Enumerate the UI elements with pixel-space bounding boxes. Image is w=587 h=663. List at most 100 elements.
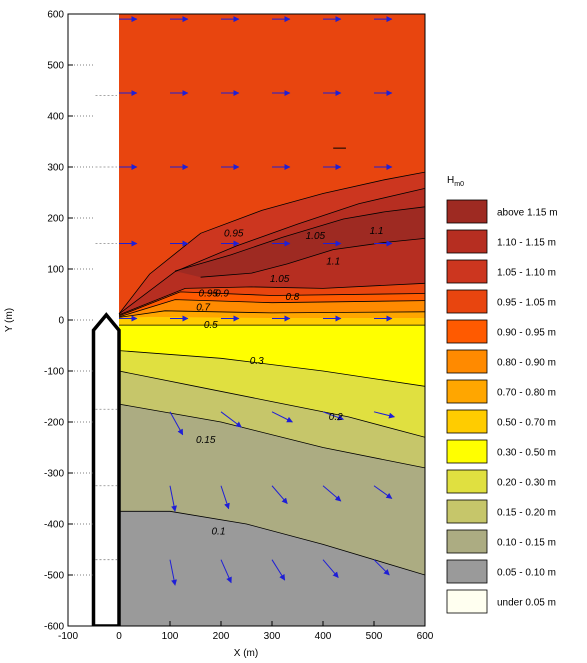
contour-line-7 bbox=[174, 206, 425, 272]
vector-44 bbox=[373, 559, 390, 576]
legend-swatch-1 bbox=[446, 229, 488, 254]
y-tick-label-0: 600 bbox=[47, 10, 64, 21]
legend-swatch-10 bbox=[446, 499, 488, 524]
y-axis-label: Y (m) bbox=[4, 308, 15, 332]
x-tick-label-4: 300 bbox=[264, 631, 281, 642]
vector-43 bbox=[322, 559, 339, 579]
contour-label-0: 0.95 bbox=[224, 228, 244, 239]
contour-line-9 bbox=[118, 282, 425, 316]
legend-label-2: 1.05 - 1.10 m bbox=[497, 268, 556, 279]
contour-label-13: 0.1 bbox=[211, 527, 225, 538]
contour-line-5 bbox=[118, 171, 425, 315]
breakwater-structure bbox=[91, 312, 121, 626]
contour-labels: 0.95 1.05 1.11.11.050.950.9 0.80.70.50.30.2… bbox=[196, 226, 384, 538]
contour-label-4: 1.05 bbox=[270, 274, 290, 285]
legend-swatch-4 bbox=[446, 319, 488, 344]
legend-label-7: 0.50 - 0.70 m bbox=[497, 418, 556, 429]
x-tick-label-2: 100 bbox=[162, 631, 179, 642]
contour-label-2: 1.1 bbox=[370, 226, 384, 237]
y-tick-label-1: 500 bbox=[47, 61, 64, 72]
contour-band-3 bbox=[175, 206, 425, 278]
vector-40 bbox=[169, 559, 177, 586]
legend-label-5: 0.80 - 0.90 m bbox=[497, 358, 556, 369]
legend-label-1: 1.10 - 1.15 m bbox=[497, 238, 556, 249]
vector-31 bbox=[220, 411, 242, 428]
x-tick-label-3: 200 bbox=[213, 631, 230, 642]
legend-label-6: 0.70 - 0.80 m bbox=[497, 388, 556, 399]
x-axis: -100 0 100 200 300 400 500 600 bbox=[58, 621, 434, 642]
contour-line-6 bbox=[118, 188, 425, 315]
legend-swatch-3 bbox=[446, 289, 488, 314]
legend-label-11: 0.10 - 0.15 m bbox=[497, 538, 556, 549]
y-axis: 600 500 400 300 200 100 0 -100 -200 -300 -400 -500 -… bbox=[44, 10, 94, 633]
legend-label-4: 0.90 - 0.95 m bbox=[497, 328, 556, 339]
legend-swatch-8 bbox=[446, 439, 488, 464]
legend-title: Hm0 bbox=[447, 175, 464, 188]
vector-42 bbox=[271, 559, 286, 581]
y-tick-label-9: -300 bbox=[44, 469, 64, 480]
x-tick-label-1: 0 bbox=[116, 631, 122, 642]
contour-line-4 bbox=[119, 510, 425, 576]
y-tick-label-8: -200 bbox=[44, 418, 64, 429]
legend-swatch-7 bbox=[446, 409, 488, 434]
contour-label-7: 0.8 bbox=[285, 292, 299, 303]
legend-label-0: above 1.15 m bbox=[497, 208, 558, 219]
y-tick-label-6: 0 bbox=[58, 316, 64, 327]
legend-swatch-13 bbox=[446, 589, 488, 614]
legend-swatch-5 bbox=[446, 349, 488, 374]
contour-label-9: 0.5 bbox=[204, 320, 218, 331]
vector-41 bbox=[220, 559, 232, 584]
legend: Hm0 above 1.15 m 1.10 - 1.15 m 1.05 - 1.10… bbox=[446, 175, 558, 614]
contour-line-2 bbox=[118, 370, 425, 438]
contour-label-10: 0.3 bbox=[250, 356, 264, 367]
vector-37 bbox=[271, 485, 288, 505]
x-tick-label-6: 500 bbox=[366, 631, 383, 642]
legend-label-8: 0.30 - 0.50 m bbox=[497, 448, 556, 459]
y-tick-label-2: 400 bbox=[47, 112, 64, 123]
x-tick-label-7: 600 bbox=[417, 631, 434, 642]
x-tick-label-5: 400 bbox=[315, 631, 332, 642]
legend-label-10: 0.15 - 0.20 m bbox=[497, 508, 556, 519]
legend-swatch-9 bbox=[446, 469, 488, 494]
vector-32 bbox=[271, 411, 293, 423]
y-tick-label-7: -100 bbox=[44, 367, 64, 378]
contour-line-1 bbox=[118, 350, 425, 387]
legend-label-13: under 0.05 m bbox=[497, 598, 556, 609]
legend-label-9: 0.20 - 0.30 m bbox=[497, 478, 556, 489]
contour-band-13 bbox=[119, 511, 425, 626]
plot-area: 0.95 1.05 1.11.11.050.950.9 0.80.70.50.30.2… bbox=[68, 14, 425, 626]
vector-30 bbox=[169, 411, 184, 436]
vector-36 bbox=[220, 485, 230, 510]
contour-label-6: 0.9 bbox=[215, 288, 229, 299]
contour-line-11 bbox=[118, 299, 425, 318]
vector-35 bbox=[169, 485, 177, 512]
contour-line-12 bbox=[118, 310, 425, 318]
legend-swatch-12 bbox=[446, 559, 488, 584]
y-tick-label-3: 300 bbox=[47, 163, 64, 174]
vector-39 bbox=[373, 485, 393, 499]
contour-band-8 bbox=[119, 316, 425, 326]
x-tick-label-0: -100 bbox=[58, 631, 78, 642]
contour-label-1: 1.05 bbox=[306, 231, 326, 242]
legend-title-main: H bbox=[447, 175, 454, 186]
legend-swatch-11 bbox=[446, 529, 488, 554]
wave-direction-vectors bbox=[119, 16, 395, 586]
legend-label-3: 0.95 - 1.05 m bbox=[497, 298, 556, 309]
contour-label-3: 1.1 bbox=[326, 256, 340, 267]
legend-title-sub: m0 bbox=[454, 181, 464, 188]
legend-swatch-0 bbox=[446, 199, 488, 224]
legend-swatch-2 bbox=[446, 259, 488, 284]
vector-34 bbox=[373, 411, 395, 419]
contour-line-3 bbox=[118, 403, 425, 469]
contour-label-11: 0.2 bbox=[329, 412, 343, 423]
y-tick-label-10: -400 bbox=[44, 520, 64, 531]
y-tick-label-12: -600 bbox=[44, 622, 64, 633]
y-tick-label-5: 100 bbox=[47, 265, 64, 276]
y-tick-label-11: -500 bbox=[44, 571, 64, 582]
contour-line-10 bbox=[118, 291, 425, 317]
y-tick-label-4: 200 bbox=[47, 214, 64, 225]
contour-bands bbox=[119, 14, 425, 626]
contour-label-5: 0.95 bbox=[199, 288, 219, 299]
vector-33 bbox=[322, 411, 344, 421]
